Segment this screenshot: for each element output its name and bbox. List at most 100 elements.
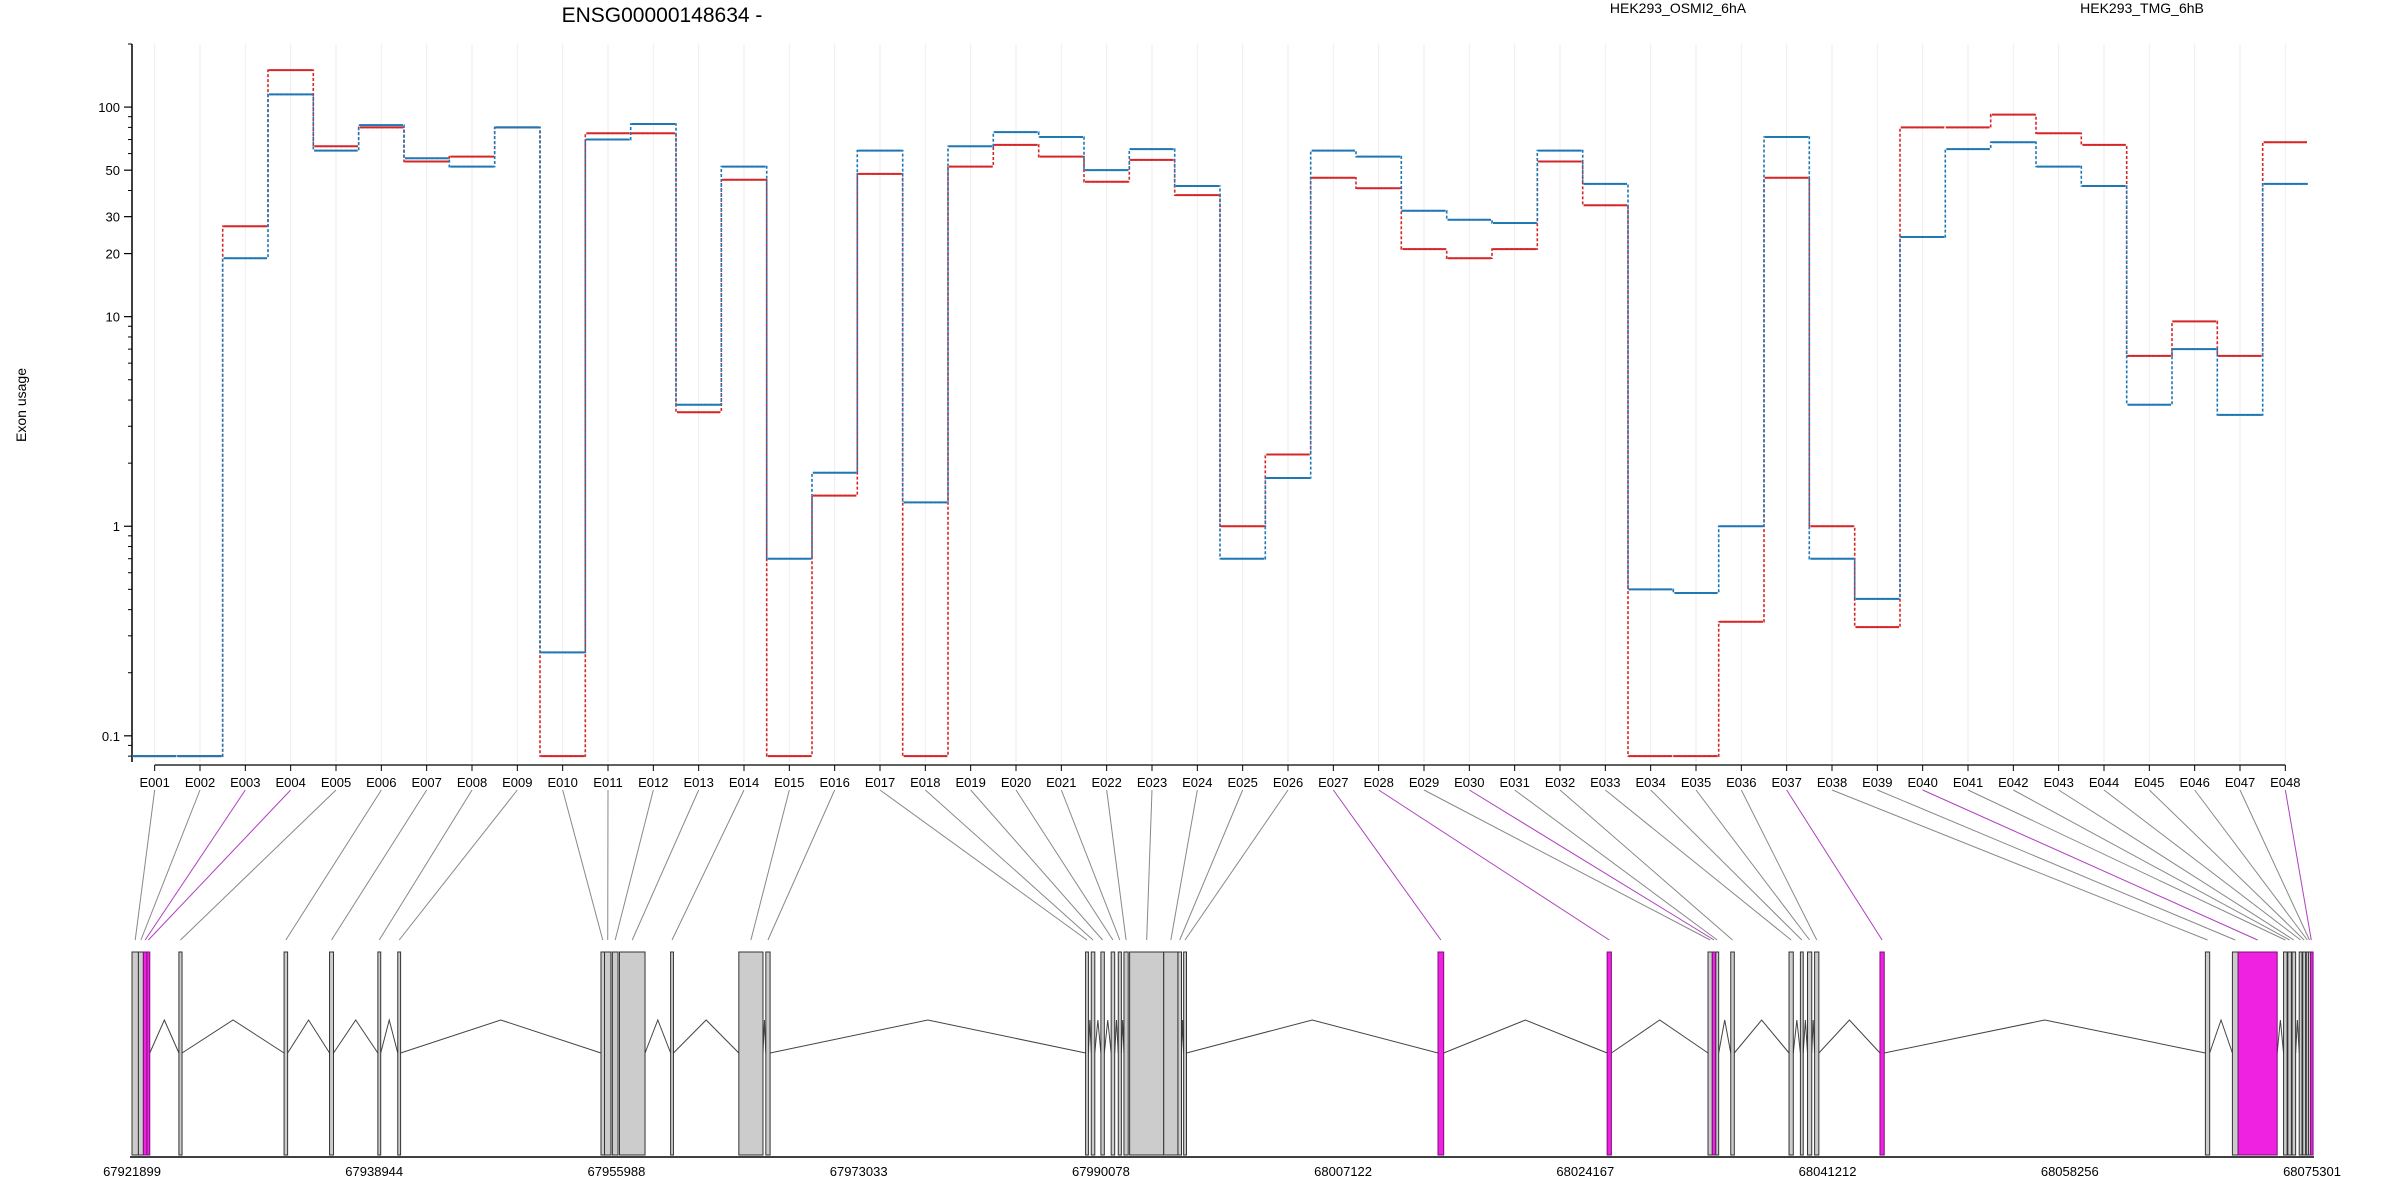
intron: [1114, 1019, 1119, 1054]
exon-block-E015: [738, 951, 764, 1156]
exon-connector-E024: [1170, 789, 1198, 941]
genome-coordinate-label: 68075301: [2283, 1164, 2341, 1179]
x-tick-label-E010: E010: [547, 775, 577, 790]
x-tick-label-E047: E047: [2225, 775, 2255, 790]
x-tick-label-E040: E040: [1907, 775, 1937, 790]
x-tick-label-E029: E029: [1409, 775, 1439, 790]
exon-block-E041: [2283, 951, 2288, 1156]
exon-block-E030: [1711, 951, 1717, 1156]
exon-block-E011: [604, 951, 612, 1156]
exon-connector-E017: [879, 789, 1088, 941]
exon-connector-E005: [180, 789, 337, 941]
exon-connector-E035: [1695, 789, 1811, 941]
x-tick-label-E008: E008: [457, 775, 487, 790]
exon-tick-labels: E001 E002 E003 E004 E005 E006 E007 E008 E009 E010…: [139, 765, 2301, 790]
exon-connector-E019: [970, 789, 1103, 941]
exon-connector-E033: [1605, 789, 1792, 941]
exon-connector-E028: [1378, 789, 1610, 941]
chart-title: ENSG00000148634 -: [562, 4, 763, 27]
exon-connector-E020: [1015, 789, 1114, 941]
exon-block-E036: [1814, 951, 1820, 1156]
series-line-0: [132, 69, 2308, 757]
x-tick-label-E038: E038: [1817, 775, 1847, 790]
x-tick-label-E035: E035: [1681, 775, 1711, 790]
grid-lines: [154, 44, 2286, 762]
x-tick-label-E003: E003: [230, 775, 260, 790]
exon-block-E017: [1085, 951, 1089, 1156]
exon-connector-E039: [1877, 789, 2236, 941]
exon-block-E019: [1100, 951, 1105, 1156]
y-tick-label: 30: [106, 210, 120, 225]
exon-block-E028: [1606, 951, 1612, 1156]
exon-block-E003: [142, 951, 148, 1156]
genome-coordinate-label: 67955988: [588, 1164, 646, 1179]
exon-connector-E025: [1179, 789, 1244, 941]
x-tick-label-E018: E018: [910, 775, 940, 790]
exon-block-E012: [611, 951, 619, 1156]
exon-block-E018: [1090, 951, 1096, 1156]
exon-connector-E001: [134, 789, 156, 941]
x-tick-label-E034: E034: [1635, 775, 1665, 790]
gene-model: 67921899 67938944 67955988 67973033 67990078…: [103, 951, 2341, 1179]
intron: [2295, 1019, 2300, 1054]
exon-block-E040: [2237, 951, 2278, 1156]
exon-connector-E010: [562, 789, 604, 941]
y-axis-label: Exon usage: [13, 368, 29, 442]
exon-block-E039: [2231, 951, 2239, 1156]
exon-block-E038: [2204, 951, 2211, 1156]
exon-block-E008: [377, 951, 382, 1156]
axes: 0.1 1 10 20 30 50 100: [98, 43, 2286, 766]
series-line-1: [132, 93, 2308, 757]
y-tick-label: 1: [113, 519, 120, 534]
exon-block-E001: [131, 951, 139, 1156]
genome-coordinate-label: 67921899: [103, 1164, 161, 1179]
exon-connector-E003: [144, 789, 246, 941]
x-tick-label-E026: E026: [1273, 775, 1303, 790]
legend-series-osmi2: HEK293_OSMI2_6hA: [1610, 0, 1747, 16]
genome-coordinate-label: 67938944: [345, 1164, 403, 1179]
x-tick-label-E022: E022: [1091, 775, 1121, 790]
exon-block-E013: [618, 951, 646, 1156]
x-tick-label-E005: E005: [321, 775, 351, 790]
intron: [1733, 1019, 1790, 1054]
exon-connector-E012: [614, 789, 654, 941]
x-tick-label-E036: E036: [1726, 775, 1756, 790]
intron: [149, 1018, 180, 1054]
genome-coordinate-label: 68024167: [1556, 1164, 1614, 1179]
intron: [2209, 1018, 2233, 1054]
exon-connector-E013: [631, 789, 700, 941]
exon-block-E045: [2302, 951, 2307, 1156]
exon-block-E007: [329, 951, 335, 1156]
intron: [1884, 1019, 2206, 1054]
exon-connector-E026: [1184, 789, 1289, 941]
y-tick-label: 100: [98, 100, 120, 115]
y-tick-label: 20: [106, 247, 120, 262]
exon-block-E032: [1730, 951, 1735, 1156]
exon-connector-E008: [378, 789, 473, 941]
exon-block-E031: [1715, 951, 1720, 1156]
exon-block-E021: [1117, 951, 1122, 1156]
x-tick-label-E037: E037: [1771, 775, 1801, 790]
exon-connector-E036: [1740, 789, 1818, 941]
x-tick-label-E020: E020: [1001, 775, 1031, 790]
genome-coordinate-label: 67990078: [1072, 1164, 1130, 1179]
x-tick-label-E024: E024: [1182, 775, 1212, 790]
x-tick-label-E017: E017: [865, 775, 895, 790]
exon-block-E005: [178, 951, 183, 1156]
exon-block-E024: [1163, 951, 1179, 1156]
x-tick-label-E001: E001: [139, 775, 169, 790]
intron: [1802, 1019, 1808, 1054]
x-tick-label-E002: E002: [185, 775, 215, 790]
x-tick-label-E045: E045: [2134, 775, 2164, 790]
exon-connector-E007: [331, 789, 428, 941]
exon-block-E029: [1707, 951, 1713, 1156]
x-tick-label-E031: E031: [1499, 775, 1529, 790]
exon-connector-E042: [2013, 789, 2290, 941]
intron: [400, 1019, 602, 1054]
x-tick-label-E007: E007: [411, 775, 441, 790]
exon-connector-E002: [140, 789, 201, 941]
exon-connector-E047: [2239, 789, 2310, 941]
exon-block-E022: [1123, 951, 1129, 1156]
x-tick-label-E048: E048: [2270, 775, 2300, 790]
